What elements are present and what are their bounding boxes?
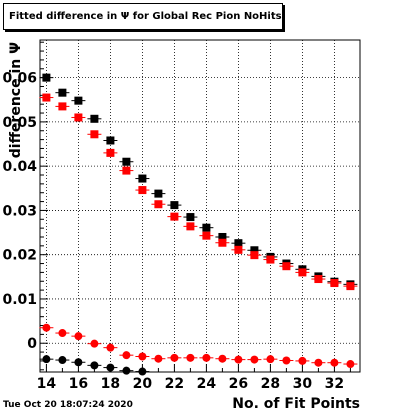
data-point — [154, 189, 163, 198]
y-tick-label: 0.01 — [2, 292, 37, 308]
x-tick-label: 20 — [133, 376, 153, 392]
data-point — [106, 148, 115, 157]
data-point — [314, 275, 323, 284]
data-point — [122, 366, 131, 375]
data-point — [202, 353, 211, 362]
data-point — [234, 239, 243, 248]
data-point — [346, 282, 355, 291]
y-tick-label: 0.03 — [2, 203, 37, 219]
data-point — [170, 201, 179, 210]
chart-title: Fitted difference in Ψ for Global Rec Pi… — [3, 3, 283, 30]
data-point — [186, 213, 195, 222]
data-point — [106, 136, 115, 145]
data-point — [250, 246, 259, 255]
data-point — [58, 329, 67, 338]
data-point — [282, 356, 291, 365]
data-point — [122, 157, 131, 166]
series-2 — [39, 93, 358, 291]
data-point — [170, 353, 179, 362]
data-point — [330, 279, 339, 288]
data-point — [122, 166, 131, 175]
timestamp: Tue Oct 20 18:07:24 2020 — [3, 400, 133, 410]
data-point — [90, 114, 99, 123]
data-point — [250, 355, 259, 364]
data-point — [314, 358, 323, 367]
data-point — [90, 361, 99, 370]
data-point — [42, 93, 51, 102]
data-point — [250, 251, 259, 260]
x-tick-label: 30 — [293, 376, 313, 392]
data-point — [218, 354, 227, 363]
data-point — [346, 360, 355, 369]
data-point — [138, 174, 147, 183]
x-axis-label: No. of Fit Points — [232, 396, 360, 412]
data-point — [186, 222, 195, 231]
data-point — [42, 355, 51, 364]
data-point — [202, 223, 211, 232]
data-point — [282, 262, 291, 271]
y-tick-label: 0.04 — [2, 159, 37, 175]
data-point — [234, 245, 243, 254]
data-point — [74, 358, 83, 367]
y-tick-label: 0.06 — [2, 71, 37, 87]
data-point — [58, 102, 67, 111]
x-tick-label: 28 — [261, 376, 280, 392]
data-point — [122, 351, 131, 360]
x-tick-label: 24 — [197, 376, 217, 392]
data-point — [106, 343, 115, 352]
data-point — [90, 130, 99, 139]
data-point — [74, 113, 83, 122]
y-tick-label: 0 — [27, 336, 37, 352]
data-point — [298, 268, 307, 277]
data-point — [186, 353, 195, 362]
y-tick-label: 0.02 — [2, 248, 37, 264]
data-point — [90, 339, 99, 348]
x-tick-label: 22 — [165, 376, 184, 392]
data-point — [154, 200, 163, 209]
data-point — [42, 73, 51, 82]
data-point — [298, 356, 307, 365]
data-point — [58, 356, 67, 365]
data-point — [74, 332, 83, 341]
plot-frame — [39, 39, 361, 373]
data-point — [106, 363, 115, 372]
data-point — [74, 96, 83, 105]
data-point — [266, 355, 275, 364]
x-tick-label: 14 — [37, 376, 57, 392]
x-tick-label: 18 — [101, 376, 120, 392]
data-point — [330, 358, 339, 367]
data-point — [138, 186, 147, 195]
data-point — [170, 212, 179, 221]
data-point — [234, 355, 243, 364]
y-axis-label: difference in Ψ — [8, 42, 24, 158]
data-point — [202, 231, 211, 240]
data-point — [138, 352, 147, 361]
data-point — [42, 323, 51, 332]
series-3 — [39, 323, 358, 369]
data-point — [218, 232, 227, 241]
series-4 — [39, 355, 150, 376]
data-point — [154, 354, 163, 363]
x-tick-label: 32 — [325, 376, 344, 392]
x-tick-label: 16 — [69, 376, 88, 392]
y-tick-label: 0.05 — [2, 115, 37, 131]
data-point — [266, 255, 275, 264]
data-point — [138, 367, 147, 376]
data-point — [218, 238, 227, 247]
data-point — [58, 88, 67, 97]
x-tick-label: 26 — [229, 376, 248, 392]
